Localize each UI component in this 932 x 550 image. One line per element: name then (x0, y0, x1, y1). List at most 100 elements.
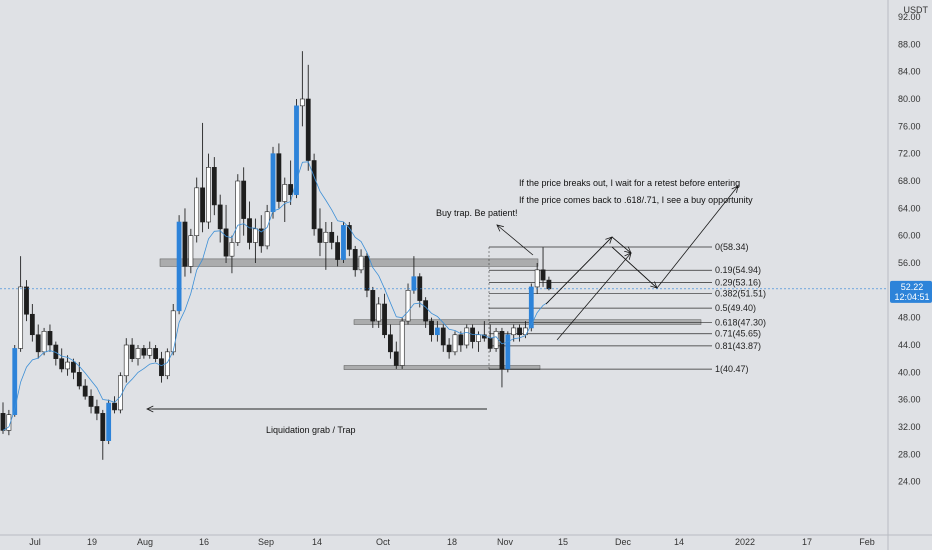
fib-level-label: 1(40.47) (715, 364, 749, 374)
y-tick-label: 60.00 (898, 231, 921, 241)
y-tick-label: 36.00 (898, 395, 921, 405)
candle-body (12, 348, 18, 415)
retest-path-arrow-head (624, 252, 632, 260)
candle-body (393, 351, 399, 366)
breakout-note: If the price breaks out, I wait for a re… (519, 178, 740, 188)
y-tick-label: 28.00 (898, 449, 921, 459)
candle-body (176, 221, 182, 312)
candle-body (182, 221, 188, 267)
candle-body (517, 327, 522, 336)
candle-body (141, 348, 147, 356)
candle-body (323, 231, 329, 243)
candle-body (88, 395, 94, 407)
x-tick-label: 18 (447, 537, 457, 547)
candle-body (364, 255, 370, 291)
x-tick-label: Jul (29, 537, 41, 547)
candle-body (534, 269, 540, 288)
breakout-target-arrow (656, 185, 739, 289)
candle-body (505, 334, 511, 370)
candle-body (493, 331, 499, 349)
candle-body (76, 372, 82, 387)
candle-body (311, 160, 317, 230)
candle-body (511, 327, 517, 336)
x-tick-label: 2022 (735, 537, 755, 547)
last-price-tag: 52.22 12:04:51 (890, 280, 932, 303)
x-tick-label: 15 (558, 537, 568, 547)
candle-body (528, 286, 534, 329)
candle-body (346, 225, 352, 250)
y-tick-label: 80.00 (898, 94, 921, 104)
candle-body (71, 361, 76, 373)
currency-label: USDT (904, 5, 929, 15)
x-tick-label: 14 (674, 537, 684, 547)
candle-body (41, 331, 47, 353)
candle-body (159, 358, 164, 377)
candle-body (376, 303, 382, 322)
candle-body (540, 269, 546, 281)
candle-body (294, 105, 299, 195)
candle-body (18, 286, 24, 349)
candle-body (282, 184, 288, 202)
x-tick-label: 19 (87, 537, 97, 547)
path-up-1-arrow (545, 236, 613, 305)
buy-trap-note: Buy trap. Be patient! (436, 208, 518, 218)
candle-body (423, 300, 429, 322)
candle-body (499, 331, 505, 370)
x-tick-label: Oct (376, 537, 391, 547)
candle-body (546, 279, 552, 290)
candle-body (299, 98, 305, 107)
x-tick-label: Sep (258, 537, 274, 547)
y-tick-label: 56.00 (898, 258, 921, 268)
candle-body (82, 385, 88, 397)
candle-body (206, 167, 211, 223)
candle-body (329, 231, 335, 243)
candle-body (276, 153, 282, 202)
candle-body (476, 334, 481, 342)
candle-body (94, 406, 100, 414)
candle-body (112, 402, 117, 411)
price-axis-background (888, 0, 932, 550)
y-tick-label: 72.00 (898, 149, 921, 159)
candle-body (523, 327, 528, 336)
candle-body (305, 98, 311, 161)
candle-body (129, 344, 135, 359)
support-zone (343, 365, 541, 370)
x-tick-label: Nov (497, 537, 514, 547)
fib-level-label: 0.5(49.40) (715, 303, 756, 313)
y-tick-label: 40.00 (898, 367, 921, 377)
candle-body (65, 361, 70, 370)
candle-body (241, 180, 247, 219)
candle-body (188, 235, 194, 267)
candle-body (24, 286, 29, 315)
candle-body (399, 320, 405, 366)
y-tick-label: 32.00 (898, 422, 921, 432)
candle-body (270, 153, 276, 213)
x-tick-label: Dec (615, 537, 632, 547)
fib-level-label: 0(58.34) (715, 242, 749, 252)
y-tick-label: 64.00 (898, 203, 921, 213)
fib-level-label: 0.618(47.30) (715, 317, 766, 327)
candle-body (429, 320, 434, 336)
candle-body (317, 228, 323, 243)
candle-body (405, 290, 411, 322)
candle-body (370, 290, 376, 322)
fib-level-label: 0.382(51.51) (715, 289, 766, 299)
fib-level-label: 0.19(54.94) (715, 265, 761, 275)
candle-body (123, 344, 129, 377)
y-tick-label: 24.00 (898, 477, 921, 487)
candle-body (35, 334, 41, 353)
y-tick-label: 68.00 (898, 176, 921, 186)
fib-level-label: 0.81(43.87) (715, 341, 761, 351)
candle-body (452, 334, 458, 353)
drawings-layer (146, 185, 739, 413)
candle-body (352, 249, 358, 271)
candle-body (211, 167, 217, 206)
candle-body (0, 413, 6, 431)
time-axis-ticks: Jul 19 Aug 16 Sep 14 Oct 18 Nov 15 Dec 14 2022 17 Feb (29, 537, 875, 547)
candle-body (223, 228, 229, 257)
x-tick-label: 14 (312, 537, 322, 547)
candle-body (288, 184, 294, 195)
candle-body (358, 255, 364, 271)
candle-body (47, 331, 53, 346)
